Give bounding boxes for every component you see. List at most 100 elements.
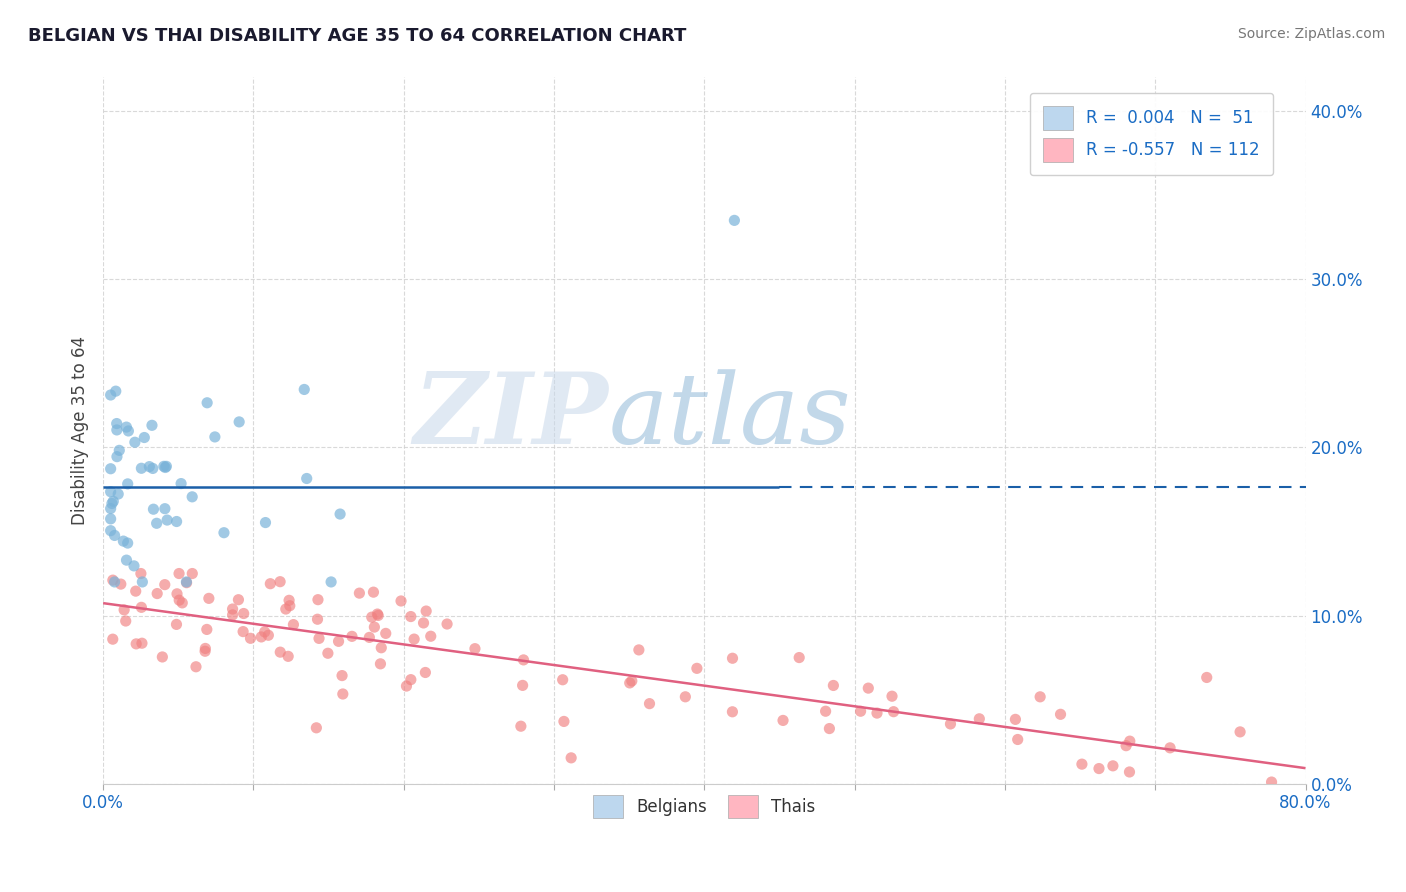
Point: [823, 678, 845, 692]
Point: [866, 706, 889, 720]
Point: [939, 717, 962, 731]
Point: [374, 626, 396, 640]
Point: [721, 705, 744, 719]
Point: [176, 575, 198, 590]
Point: [772, 714, 794, 728]
Point: [269, 574, 291, 589]
Point: [115, 420, 138, 434]
Point: [166, 515, 188, 529]
Point: [638, 697, 661, 711]
Point: [254, 516, 277, 530]
Point: [100, 484, 122, 499]
Text: Source: ZipAtlas.com: Source: ZipAtlas.com: [1237, 27, 1385, 41]
Point: [814, 704, 837, 718]
Point: [395, 679, 418, 693]
Point: [1119, 734, 1142, 748]
Point: [145, 516, 167, 531]
Point: [1195, 670, 1218, 684]
Point: [673, 690, 696, 704]
Point: [332, 687, 354, 701]
Point: [370, 640, 392, 655]
Point: [307, 612, 329, 626]
Point: [363, 585, 385, 599]
Point: [141, 418, 163, 433]
Point: [221, 607, 243, 622]
Point: [115, 553, 138, 567]
Point: [166, 617, 188, 632]
Point: [308, 632, 330, 646]
Point: [108, 443, 131, 458]
Point: [228, 415, 250, 429]
Point: [170, 476, 193, 491]
Point: [198, 591, 221, 606]
Point: [723, 213, 745, 227]
Point: [259, 576, 281, 591]
Point: [131, 574, 153, 589]
Point: [316, 646, 339, 660]
Point: [1229, 725, 1251, 739]
Point: [627, 643, 650, 657]
Point: [105, 423, 128, 437]
Point: [101, 573, 124, 587]
Point: [100, 524, 122, 538]
Point: [155, 460, 177, 475]
Point: [319, 574, 342, 589]
Point: [619, 676, 641, 690]
Point: [172, 596, 194, 610]
Point: [104, 574, 127, 589]
Point: [415, 665, 437, 680]
Point: [721, 651, 744, 665]
Point: [787, 650, 810, 665]
Legend: Belgians, Thais: Belgians, Thais: [586, 788, 823, 825]
Point: [278, 593, 301, 607]
Point: [349, 586, 371, 600]
Point: [419, 629, 441, 643]
Point: [131, 461, 153, 475]
Point: [125, 584, 148, 599]
Point: [153, 577, 176, 591]
Point: [1029, 690, 1052, 704]
Text: atlas: atlas: [609, 368, 851, 464]
Point: [101, 632, 124, 647]
Point: [340, 629, 363, 643]
Point: [195, 623, 218, 637]
Point: [112, 534, 135, 549]
Point: [269, 645, 291, 659]
Point: [110, 577, 132, 591]
Point: [153, 501, 176, 516]
Point: [101, 496, 124, 510]
Text: BELGIAN VS THAI DISABILITY AGE 35 TO 64 CORRELATION CHART: BELGIAN VS THAI DISABILITY AGE 35 TO 64 …: [28, 27, 686, 45]
Point: [167, 566, 190, 581]
Point: [204, 430, 226, 444]
Point: [181, 490, 204, 504]
Point: [114, 614, 136, 628]
Point: [553, 714, 575, 729]
Point: [551, 673, 574, 687]
Point: [512, 678, 534, 692]
Point: [122, 558, 145, 573]
Point: [295, 471, 318, 485]
Point: [330, 668, 353, 682]
Point: [1004, 712, 1026, 726]
Point: [103, 494, 125, 508]
Point: [253, 624, 276, 639]
Point: [112, 603, 135, 617]
Point: [107, 487, 129, 501]
Point: [1070, 757, 1092, 772]
Point: [232, 607, 254, 621]
Point: [184, 659, 207, 673]
Point: [509, 719, 531, 733]
Point: [1118, 764, 1140, 779]
Point: [389, 594, 412, 608]
Point: [686, 661, 709, 675]
Point: [156, 513, 179, 527]
Point: [250, 630, 273, 644]
Point: [1007, 732, 1029, 747]
Point: [880, 690, 903, 704]
Point: [849, 704, 872, 718]
Point: [195, 396, 218, 410]
Point: [366, 607, 388, 621]
Point: [105, 417, 128, 431]
Point: [153, 459, 176, 474]
Point: [117, 424, 139, 438]
